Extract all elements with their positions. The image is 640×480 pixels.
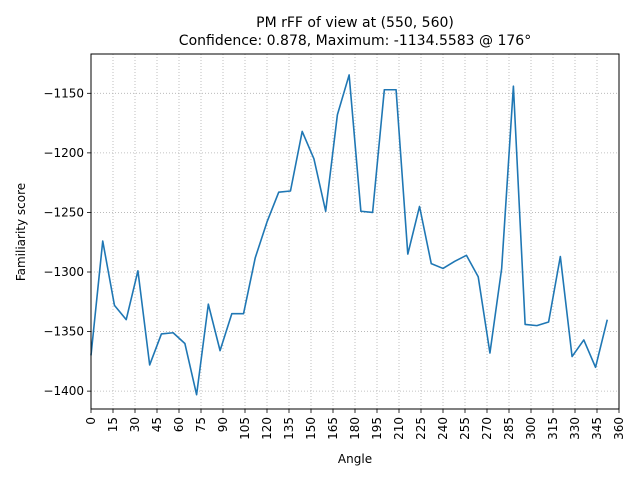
x-tick-label: 285 bbox=[502, 417, 516, 440]
y-tick-label: −1350 bbox=[43, 325, 84, 339]
x-axis-ticks: 0 15 30 45 60 75 90 105 120 135 150 165 180 195 210 225… bbox=[84, 409, 626, 440]
x-tick-label: 330 bbox=[568, 417, 582, 440]
x-tick-label: 255 bbox=[458, 417, 472, 440]
y-tick-label: −1400 bbox=[43, 384, 84, 398]
y-tick-label: −1250 bbox=[43, 205, 84, 219]
x-tick-label: 15 bbox=[106, 417, 120, 432]
x-tick-label: 315 bbox=[546, 417, 560, 440]
x-tick-label: 225 bbox=[414, 417, 428, 440]
x-tick-label: 300 bbox=[524, 417, 538, 440]
x-tick-label: 180 bbox=[348, 417, 362, 440]
series-line bbox=[90, 74, 609, 396]
chart-title-line1: PM rFF of view at (550, 560) bbox=[256, 15, 454, 31]
y-tick-label: −1200 bbox=[43, 146, 84, 160]
x-tick-label: 360 bbox=[612, 417, 626, 440]
x-tick-label: 150 bbox=[304, 417, 318, 440]
x-tick-label: 45 bbox=[150, 417, 164, 432]
plot-area bbox=[90, 74, 609, 396]
y-axis-ticks: −1150 −1200 −1250 −1300 −1350 −1400 bbox=[43, 86, 91, 398]
x-tick-label: 120 bbox=[260, 417, 274, 440]
x-tick-label: 105 bbox=[238, 417, 252, 440]
y-tick-label: −1300 bbox=[43, 265, 84, 279]
x-tick-label: 135 bbox=[282, 417, 296, 440]
x-tick-label: 270 bbox=[480, 417, 494, 440]
x-tick-label: 60 bbox=[172, 417, 186, 432]
x-tick-label: 195 bbox=[370, 417, 384, 440]
x-tick-label: 210 bbox=[392, 417, 406, 440]
y-tick-label: −1150 bbox=[43, 86, 84, 100]
x-tick-label: 90 bbox=[216, 417, 230, 432]
x-tick-label: 0 bbox=[84, 417, 98, 425]
x-axis-label: Angle bbox=[338, 452, 372, 466]
chart-title-line2: Confidence: 0.878, Maximum: -1134.5583 @… bbox=[179, 33, 531, 49]
y-axis-label: Familiarity score bbox=[14, 183, 28, 281]
x-tick-label: 240 bbox=[436, 417, 450, 440]
grid-lines bbox=[90, 54, 620, 409]
x-tick-label: 75 bbox=[194, 417, 208, 432]
x-tick-label: 165 bbox=[326, 417, 340, 440]
x-tick-label: 345 bbox=[590, 417, 604, 440]
x-tick-label: 30 bbox=[128, 417, 142, 432]
